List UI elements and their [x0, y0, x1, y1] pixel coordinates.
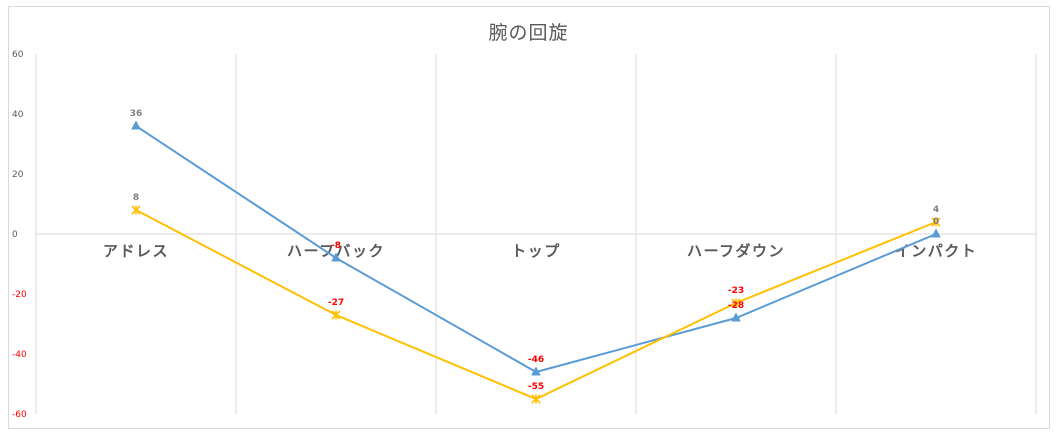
data-point-star — [131, 205, 141, 215]
data-label: 36 — [130, 109, 143, 119]
series — [131, 120, 941, 404]
data-label: 4 — [933, 205, 939, 215]
data-point-triangle — [731, 312, 741, 322]
category-label: ハーフバック — [287, 242, 385, 260]
data-point-star — [731, 298, 741, 308]
y-tick-label: 60 — [12, 50, 24, 60]
chart-title: 腕の回旋 — [488, 22, 569, 44]
y-tick-label: 0 — [12, 230, 18, 240]
data-point-triangle — [331, 252, 341, 262]
y-tick-label: -40 — [12, 350, 27, 360]
data-labels: 36 -8 -46 -28 0 8 -27 -55 -23 4 — [130, 109, 939, 392]
data-label: 8 — [133, 193, 139, 203]
data-label: -46 — [528, 355, 544, 365]
data-label: -8 — [331, 241, 341, 251]
data-label: 0 — [933, 217, 939, 227]
y-tick-label: -20 — [12, 290, 27, 300]
chart-frame — [8, 6, 1050, 429]
data-point-star — [531, 394, 541, 404]
data-label: -27 — [328, 298, 344, 308]
y-tick-label: -60 — [12, 410, 27, 420]
data-label: -23 — [728, 286, 744, 296]
y-tick-label: 40 — [12, 110, 24, 120]
category-label: アドレス — [103, 242, 169, 260]
data-point-star — [931, 217, 941, 227]
y-tick-label: 20 — [12, 170, 24, 180]
category-label: ハーフダウン — [687, 242, 785, 260]
data-point-star — [331, 310, 341, 320]
category-label: トップ — [511, 242, 561, 260]
data-label: -55 — [528, 382, 544, 392]
data-point-triangle — [931, 228, 941, 238]
data-point-triangle — [531, 366, 541, 376]
data-point-triangle — [131, 120, 141, 130]
category-label: インパクト — [895, 242, 978, 260]
data-label: -28 — [728, 301, 744, 311]
